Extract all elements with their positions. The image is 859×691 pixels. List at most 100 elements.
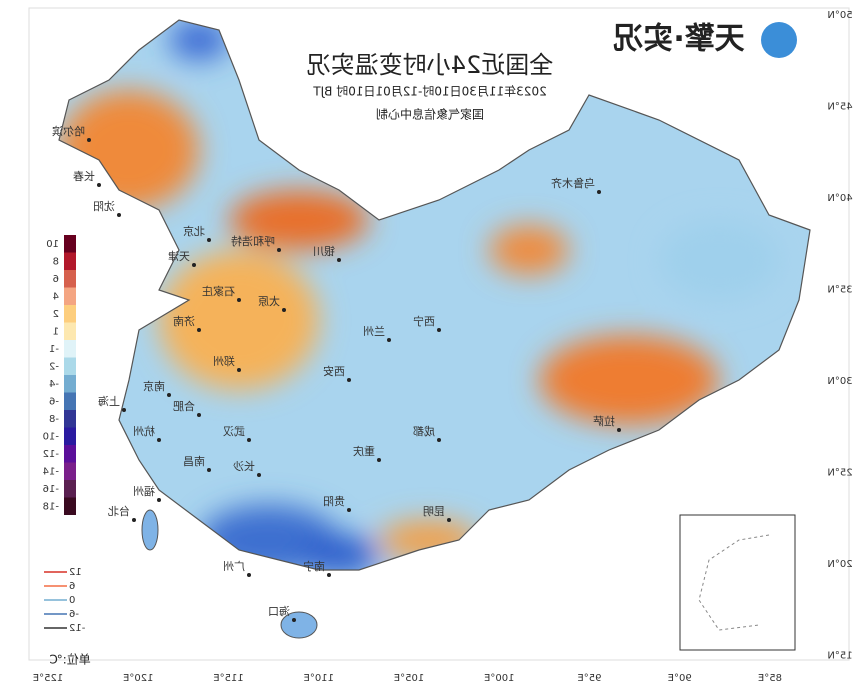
city-dot: [247, 573, 251, 577]
south-sea-inset: [679, 514, 796, 651]
subtitle: 2023年11月30日10时-12月01日10时 BJT: [313, 85, 547, 99]
city-dot: [277, 248, 281, 252]
city-dot: [437, 438, 441, 442]
city-dot: [327, 573, 331, 577]
city-dot: [197, 413, 201, 417]
city-label: 长沙: [233, 460, 255, 473]
title: 全国近24小时变温实况: [307, 51, 554, 79]
city-dot: [282, 308, 286, 312]
color-swatch: [64, 392, 76, 410]
city-label: 拉萨: [593, 414, 615, 428]
city-dot: [157, 438, 161, 442]
color-swatch: [64, 305, 76, 323]
city-label: 合肥: [173, 399, 195, 413]
logo-icon: [761, 22, 797, 58]
taiwan: [141, 509, 159, 551]
city-dot: [347, 378, 351, 382]
city-label: 郑州: [213, 354, 235, 368]
city-label: 南昌: [183, 455, 205, 468]
lat-label: 45°N: [827, 102, 852, 113]
lon-label: 125°E: [33, 673, 63, 684]
city-label: 西宁: [413, 314, 435, 328]
city-dot: [387, 338, 391, 342]
color-swatch: [64, 340, 76, 358]
color-legend-label: -2: [49, 361, 59, 372]
city-dot: [197, 328, 201, 332]
city-dot: [207, 468, 211, 472]
color-legend-label: -8: [49, 414, 59, 425]
city-label: 长春: [73, 170, 95, 183]
contour-legend-label: 0: [69, 595, 75, 606]
city-dot: [437, 328, 441, 332]
color-swatch: [64, 410, 76, 428]
city-label: 南宁: [303, 559, 325, 573]
color-swatch: [64, 480, 76, 498]
contour-legend-label: 12: [69, 567, 82, 578]
city-label: 重庆: [353, 444, 375, 458]
city-label: 西安: [323, 364, 345, 378]
color-swatch: [64, 252, 76, 270]
city-label: 贵阳: [323, 495, 345, 508]
city-dot: [597, 190, 601, 194]
color-legend-label: -16: [43, 484, 59, 495]
color-legend-label: 1: [53, 326, 59, 337]
lat-label: 40°N: [827, 193, 852, 204]
lon-label: 100°E: [484, 673, 514, 684]
lon-label: 85°E: [758, 673, 782, 684]
city-label: 兰州: [363, 325, 385, 338]
color-legend-label: -14: [43, 466, 59, 477]
source: 国家气象信息中心制: [376, 107, 484, 122]
city-dot: [207, 238, 211, 242]
city-dot: [237, 298, 241, 302]
lon-label: 120°E: [123, 673, 153, 684]
city-dot: [247, 438, 251, 442]
city-dot: [617, 428, 621, 432]
city-dot: [117, 213, 121, 217]
color-swatch: [64, 462, 76, 480]
lon-label: 105°E: [394, 673, 424, 684]
city-label: 哈尔滨: [52, 124, 85, 138]
lat-label: 25°N: [827, 468, 852, 479]
city-label: 上海: [98, 394, 120, 408]
color-legend-label: -6: [49, 396, 59, 407]
city-dot: [237, 368, 241, 372]
city-label: 福州: [133, 484, 155, 498]
city-label: 济南: [173, 314, 195, 328]
color-swatch: [64, 235, 76, 253]
color-swatch: [64, 287, 76, 305]
city-label: 沈阳: [93, 199, 115, 213]
color-legend-label: -1: [49, 344, 59, 355]
lon-label: 110°E: [304, 673, 334, 684]
city-label: 呼和浩特: [231, 234, 275, 248]
lon-label: 95°E: [577, 673, 601, 684]
inset-boundary: [698, 534, 770, 631]
color-swatch: [64, 270, 76, 288]
city-label: 天津: [168, 250, 190, 263]
city-dot: [122, 408, 126, 412]
city-dot: [167, 393, 171, 397]
city-dot: [447, 518, 451, 522]
city-dot: [157, 498, 161, 502]
city-label: 成都: [413, 425, 435, 438]
lon-label: 90°E: [668, 673, 692, 684]
contour-legend-label: -12: [69, 623, 85, 634]
lat-label: 15°N: [827, 651, 852, 662]
unit: 单位:℃: [49, 652, 91, 667]
city-dot: [97, 183, 101, 187]
city-dot: [347, 508, 351, 512]
city-dot: [337, 258, 341, 262]
lat-label: 35°N: [827, 285, 852, 296]
city-dot: [377, 458, 381, 462]
city-label: 海口: [268, 604, 290, 618]
logo: 天擎·实况: [613, 22, 744, 57]
city-label: 银川: [313, 244, 335, 258]
color-swatch: [64, 322, 76, 340]
color-legend-label: -18: [43, 501, 59, 512]
color-swatch: [64, 445, 76, 463]
contour-legend-label: 6: [69, 581, 75, 592]
city-dot: [132, 518, 136, 522]
lon-label: 115°E: [213, 673, 243, 684]
city-dot: [87, 138, 91, 142]
lat-label: 30°N: [827, 376, 852, 387]
